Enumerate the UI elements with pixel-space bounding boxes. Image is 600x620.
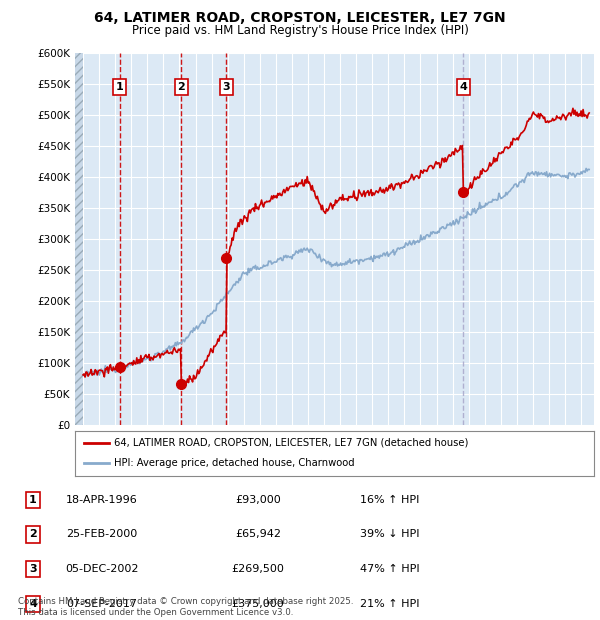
Text: 4: 4 [460,82,467,92]
Text: 25-FEB-2000: 25-FEB-2000 [67,529,137,539]
Text: 16% ↑ HPI: 16% ↑ HPI [361,495,419,505]
Text: 64, LATIMER ROAD, CROPSTON, LEICESTER, LE7 7GN: 64, LATIMER ROAD, CROPSTON, LEICESTER, L… [94,11,506,25]
Text: Price paid vs. HM Land Registry's House Price Index (HPI): Price paid vs. HM Land Registry's House … [131,24,469,37]
Text: 4: 4 [29,599,37,609]
Text: 18-APR-1996: 18-APR-1996 [66,495,138,505]
Text: 07-SEP-2017: 07-SEP-2017 [67,599,137,609]
Bar [75,53,83,425]
Text: 21% ↑ HPI: 21% ↑ HPI [360,599,420,609]
Text: HPI: Average price, detached house, Charnwood: HPI: Average price, detached house, Char… [114,458,355,469]
Text: Contains HM Land Registry data © Crown copyright and database right 2025.
This d: Contains HM Land Registry data © Crown c… [18,598,353,617]
Text: 39% ↓ HPI: 39% ↓ HPI [360,529,420,539]
Text: 47% ↑ HPI: 47% ↑ HPI [360,564,420,574]
Text: 2: 2 [29,529,37,539]
Text: £269,500: £269,500 [232,564,284,574]
Text: 3: 3 [29,564,37,574]
Text: £93,000: £93,000 [235,495,281,505]
Text: £65,942: £65,942 [235,529,281,539]
Text: 2: 2 [178,82,185,92]
Text: 1: 1 [116,82,124,92]
Text: 1: 1 [29,495,37,505]
Text: 3: 3 [223,82,230,92]
Text: £375,000: £375,000 [232,599,284,609]
Text: 64, LATIMER ROAD, CROPSTON, LEICESTER, LE7 7GN (detached house): 64, LATIMER ROAD, CROPSTON, LEICESTER, L… [114,438,469,448]
Text: 05-DEC-2002: 05-DEC-2002 [65,564,139,574]
